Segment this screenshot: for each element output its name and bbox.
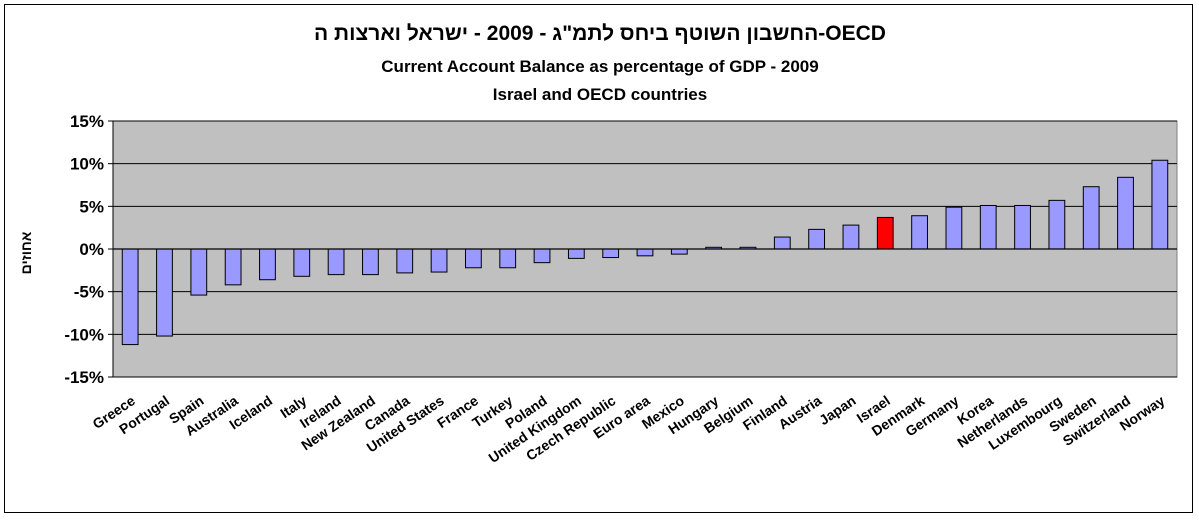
y-tick-label: 10% xyxy=(70,155,104,174)
bar-new-zealand xyxy=(362,248,379,276)
bar-sweden xyxy=(1082,186,1100,250)
y-tick-label: 5% xyxy=(79,197,104,216)
y-tick-label: -10% xyxy=(64,325,104,344)
y-tick-label: 15% xyxy=(70,112,104,131)
chart-subtitle: Israel and OECD countries xyxy=(493,85,707,104)
chart-frame: OECD-החשבון השוטף ביחס לתמ"ג - 2009 - יש… xyxy=(4,4,1193,513)
bar-japan xyxy=(842,224,860,250)
bar-austria xyxy=(808,228,826,250)
bar-ireland xyxy=(327,248,345,276)
bar-italy xyxy=(293,248,311,277)
y-axis-title: אחוזים xyxy=(18,231,34,274)
bar-france xyxy=(464,248,482,269)
bar-netherlands xyxy=(1014,204,1031,250)
bar-luxembourg xyxy=(1048,199,1066,250)
bar-israel xyxy=(876,216,894,250)
bar-portugal xyxy=(156,248,173,337)
bar-canada xyxy=(396,248,414,274)
bar-iceland xyxy=(259,248,276,281)
bar-euro-area xyxy=(636,248,654,257)
bar-norway xyxy=(1151,159,1169,250)
bar-australia xyxy=(224,248,242,286)
y-tick-label: -5% xyxy=(74,283,104,302)
chart-title-hebrew: OECD-החשבון השוטף ביחס לתמ"ג - 2009 - יש… xyxy=(314,22,886,45)
bar-united-kingdom xyxy=(567,248,585,259)
bar-finland xyxy=(773,236,791,250)
bar-germany xyxy=(945,206,963,250)
plot-area: 15%10%5%0%-5%-10%-15%GreecePortugalSpain… xyxy=(64,112,1178,466)
bar-switzerland xyxy=(1117,176,1134,250)
bar-czech-republic xyxy=(602,248,620,259)
chart-title-english: Current Account Balance as percentage of… xyxy=(381,57,818,76)
bar-mexico xyxy=(670,248,688,255)
bar-korea xyxy=(979,204,997,250)
bar-spain xyxy=(190,248,208,296)
bar-united-states xyxy=(430,248,448,273)
y-tick-label: -15% xyxy=(64,368,104,387)
bar-greece xyxy=(121,248,139,346)
chart-svg: OECD-החשבון השוטף ביחס לתמ"ג - 2009 - יש… xyxy=(18,22,1178,466)
x-tick-label: Japan xyxy=(816,392,858,428)
bar-denmark xyxy=(911,215,928,250)
y-tick-label: 0% xyxy=(79,240,104,259)
bar-turkey xyxy=(499,248,517,269)
bar-poland xyxy=(533,248,551,264)
